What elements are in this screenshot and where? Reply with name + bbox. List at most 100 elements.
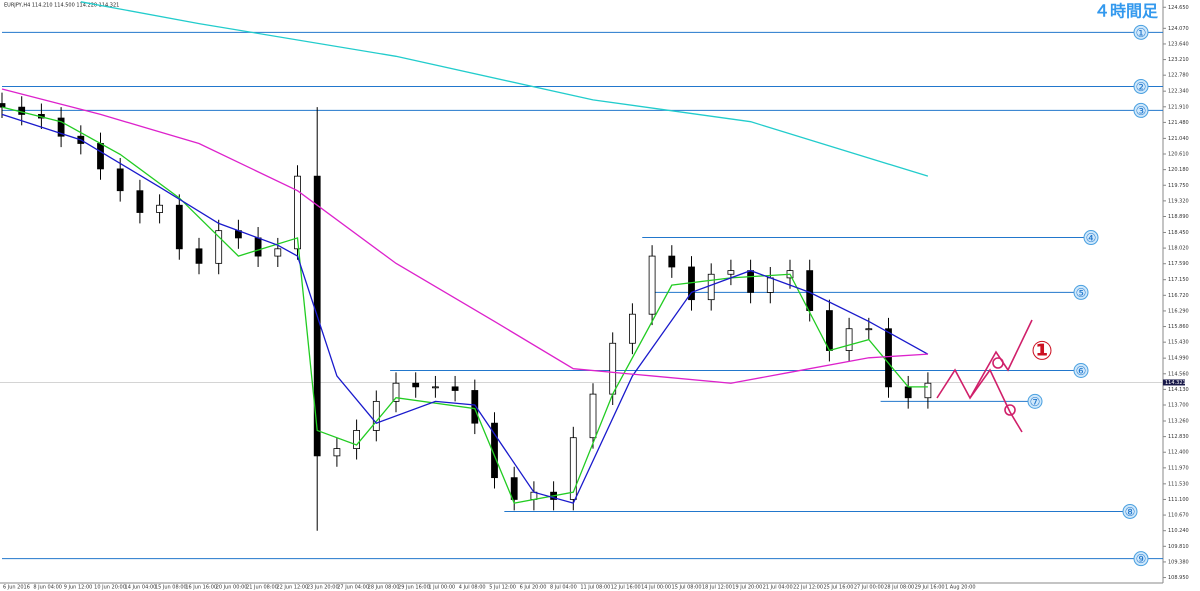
- candle-body: [333, 448, 341, 457]
- x-tick-label: 18 Jul 12:00: [702, 585, 732, 591]
- level-label: ⑧: [1125, 505, 1136, 519]
- y-tick-label: 123.640: [1168, 41, 1189, 47]
- x-tick-label: 21 Jul 04:00: [763, 585, 793, 591]
- candle-body: [215, 230, 223, 264]
- candle-body: [766, 277, 774, 293]
- ma-line: [80, 1, 929, 177]
- level-label: ⑦: [1030, 395, 1041, 409]
- candle-body: [569, 437, 577, 500]
- y-tick-label: 121.480: [1168, 120, 1189, 126]
- y-tick-label: 116.720: [1168, 293, 1189, 299]
- y-tick-label: 114.990: [1168, 356, 1189, 362]
- y-tick-label: 120.610: [1168, 152, 1189, 158]
- level-badge: [1133, 78, 1149, 94]
- symbol-info: EURJPY,H4 114.210 114.500 114.220 114.32…: [4, 3, 119, 9]
- x-tick-label: 22 Jul 12:00: [793, 585, 823, 591]
- candle-body: [471, 390, 479, 424]
- candle-body: [845, 328, 853, 351]
- chart-title: ４時間足: [1094, 2, 1159, 21]
- candle-body: [629, 313, 636, 344]
- x-tick-label: 21 Jun 08:00: [246, 585, 278, 591]
- level-label: ②: [1136, 80, 1147, 94]
- candle-body: [924, 382, 932, 399]
- candle-body: [885, 328, 892, 388]
- y-tick-label: 122.340: [1168, 89, 1189, 95]
- price-box: [1163, 379, 1185, 386]
- x-tick-label: 14 Jun 04:00: [125, 585, 157, 591]
- scenario-up: [936, 319, 1033, 400]
- y-tick-label: 118.020: [1168, 246, 1189, 252]
- x-tick-label: 28 Jul 08:00: [884, 585, 914, 591]
- y-tick-label: 124.070: [1168, 26, 1189, 32]
- level-label: ⑨: [1136, 552, 1147, 566]
- candle-body: [0, 103, 6, 108]
- ma-line: [1, 113, 929, 504]
- candle-body: [707, 273, 715, 301]
- candle-body: [589, 393, 597, 439]
- y-tick-label: 110.240: [1168, 528, 1189, 534]
- candle-body: [747, 270, 754, 293]
- candle-body: [826, 310, 833, 351]
- x-tick-label: 9 Jun 12:00: [64, 585, 93, 591]
- candle-body: [904, 386, 912, 399]
- candle-body: [510, 477, 518, 500]
- y-tick-label: 122.780: [1168, 73, 1189, 79]
- y-tick-label: 123.210: [1168, 57, 1189, 63]
- candle-body: [451, 386, 459, 391]
- level-label: ⑥: [1076, 364, 1087, 378]
- candle-body: [294, 175, 301, 250]
- x-tick-label: 25 Jul 16:00: [823, 585, 853, 591]
- x-tick-label: 5 Jul 12:00: [489, 585, 516, 591]
- x-tick-label: 1 Aug 20:00: [945, 585, 976, 591]
- level-badge: [1073, 363, 1089, 379]
- x-tick-label: 23 Jun 20:00: [307, 585, 339, 591]
- candle-body: [865, 328, 873, 331]
- candle-body: [431, 386, 439, 389]
- level-label: ④: [1086, 231, 1097, 245]
- candle-body: [609, 342, 617, 395]
- scenario-circle: [992, 357, 1004, 369]
- candle-body: [806, 270, 814, 311]
- y-tick-label: 108.950: [1168, 575, 1189, 581]
- candle-body: [156, 204, 164, 213]
- candle-body: [254, 237, 262, 257]
- x-tick-label: 11 Jul 08:00: [580, 585, 610, 591]
- level-badge: [1133, 24, 1149, 40]
- x-tick-label: 15 Jul 08:00: [672, 585, 702, 591]
- y-tick-label: 111.100: [1168, 497, 1189, 503]
- x-tick-label: 8 Jul 04:00: [550, 585, 577, 591]
- y-tick-label: 119.750: [1168, 183, 1189, 189]
- x-tick-label: 4 Jul 08:00: [459, 585, 486, 591]
- y-tick-label: 121.040: [1168, 136, 1189, 142]
- level-badge: [1133, 102, 1149, 118]
- x-tick-label: 29 Jun 16:00: [398, 585, 430, 591]
- x-tick-label: 20 Jun 00:00: [216, 585, 248, 591]
- level-badge: [1122, 503, 1138, 519]
- y-tick-label: 114.130: [1168, 387, 1189, 393]
- y-tick-label: 118.890: [1168, 214, 1189, 220]
- level-badge: [1027, 393, 1043, 409]
- y-tick-label: 110.670: [1168, 513, 1189, 519]
- x-tick-label: 28 Jun 08:00: [368, 585, 400, 591]
- candle-body: [412, 382, 420, 388]
- candle-body: [491, 422, 498, 479]
- price-label: 114.321: [1165, 380, 1186, 386]
- y-tick-label: 115.430: [1168, 340, 1189, 346]
- y-tick-label: 113.700: [1168, 403, 1189, 409]
- y-tick-label: 121.910: [1168, 104, 1189, 110]
- ma-line: [1, 88, 928, 384]
- y-tick-label: 109.810: [1168, 544, 1189, 550]
- x-tick-label: 6 Jul 20:00: [520, 585, 547, 591]
- y-tick-label: 116.290: [1168, 308, 1189, 314]
- y-tick-label: 118.450: [1168, 230, 1189, 236]
- candle-body: [57, 117, 65, 137]
- scenario: [936, 319, 1033, 433]
- level-label: ⑤: [1076, 286, 1087, 300]
- candle-body: [97, 143, 104, 170]
- x-tick-label: 1 Jul 00:00: [428, 585, 455, 591]
- x-tick-label: 6 Jun 2016: [3, 585, 30, 591]
- candle-body: [648, 255, 656, 315]
- y-tick-label: 114.560: [1168, 371, 1189, 377]
